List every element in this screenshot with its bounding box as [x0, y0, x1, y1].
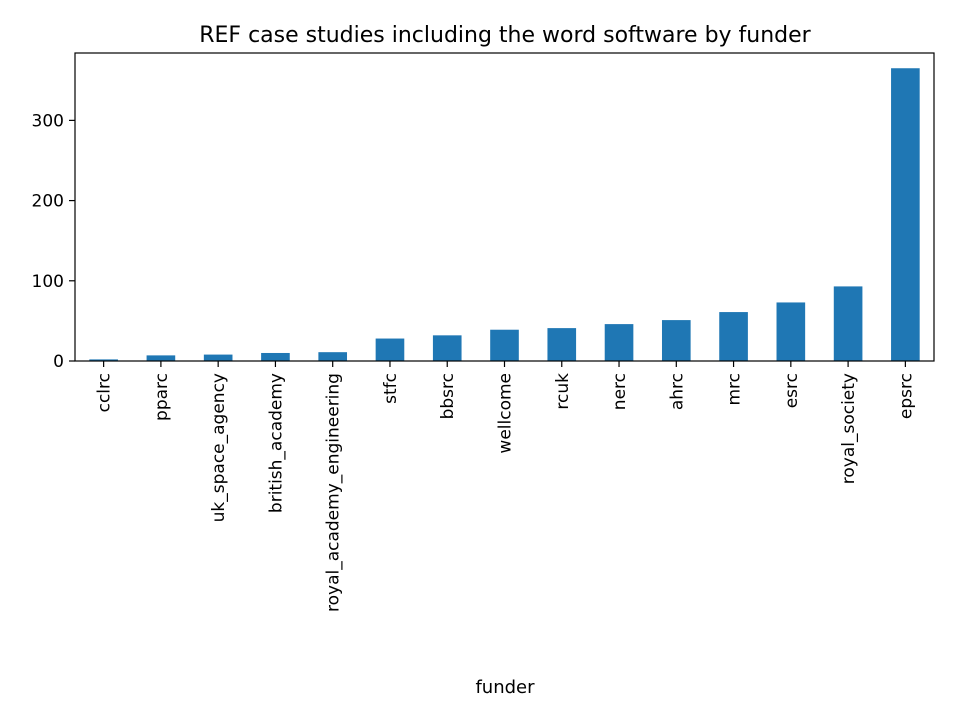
- x-tick-label: esrc: [782, 373, 802, 408]
- bar-wellcome: [490, 329, 519, 361]
- bar-royal_society: [833, 286, 863, 361]
- y-tick-label: 0: [53, 352, 64, 372]
- y-tick-label: 300: [32, 111, 64, 131]
- x-tick-label: bbsrc: [438, 373, 458, 419]
- x-tick-label: mrc: [725, 373, 745, 406]
- x-tick-label: nerc: [610, 373, 630, 410]
- bar-mrc: [719, 312, 748, 361]
- x-tick-label: cclrc: [95, 373, 115, 412]
- x-axis-label: funder: [475, 677, 535, 698]
- bar-british_academy: [261, 352, 290, 361]
- bar-nerc: [604, 324, 634, 361]
- bar-esrc: [776, 302, 806, 361]
- y-tick-label: 200: [32, 192, 64, 212]
- bar-pparc: [146, 355, 176, 361]
- bar-epsrc: [891, 68, 920, 361]
- x-tick-label: ahrc: [667, 373, 687, 410]
- bars: [89, 68, 920, 361]
- y-tick-label: 100: [32, 272, 64, 292]
- bar-ahrc: [661, 320, 691, 361]
- x-tick-label: royal_academy_engineering: [324, 373, 344, 612]
- bar-cclrc: [89, 359, 118, 361]
- bar-stfc: [375, 338, 405, 361]
- bar-royal_academy_engineering: [318, 352, 348, 361]
- x-tick-label: british_academy: [266, 373, 286, 513]
- x-tick-label: uk_space_agency: [209, 373, 229, 522]
- bar-rcuk: [547, 328, 577, 361]
- chart-title: REF case studies including the word soft…: [199, 23, 811, 48]
- x-tick-label: epsrc: [896, 373, 916, 419]
- x-tick-label: rcuk: [553, 373, 573, 410]
- x-tick-label: wellcome: [496, 373, 516, 454]
- x-axis: cclrc pparc uk_space_agency british_academy…: [95, 361, 916, 612]
- x-tick-label: pparc: [152, 373, 172, 421]
- x-tick-label: royal_society: [839, 373, 859, 484]
- x-tick-label: stfc: [381, 373, 401, 404]
- bar-uk_space_agency: [203, 354, 233, 361]
- plot-frame: [74, 52, 935, 362]
- y-axis: 0 100 200 300: [32, 111, 75, 372]
- bar-bbsrc: [432, 335, 462, 361]
